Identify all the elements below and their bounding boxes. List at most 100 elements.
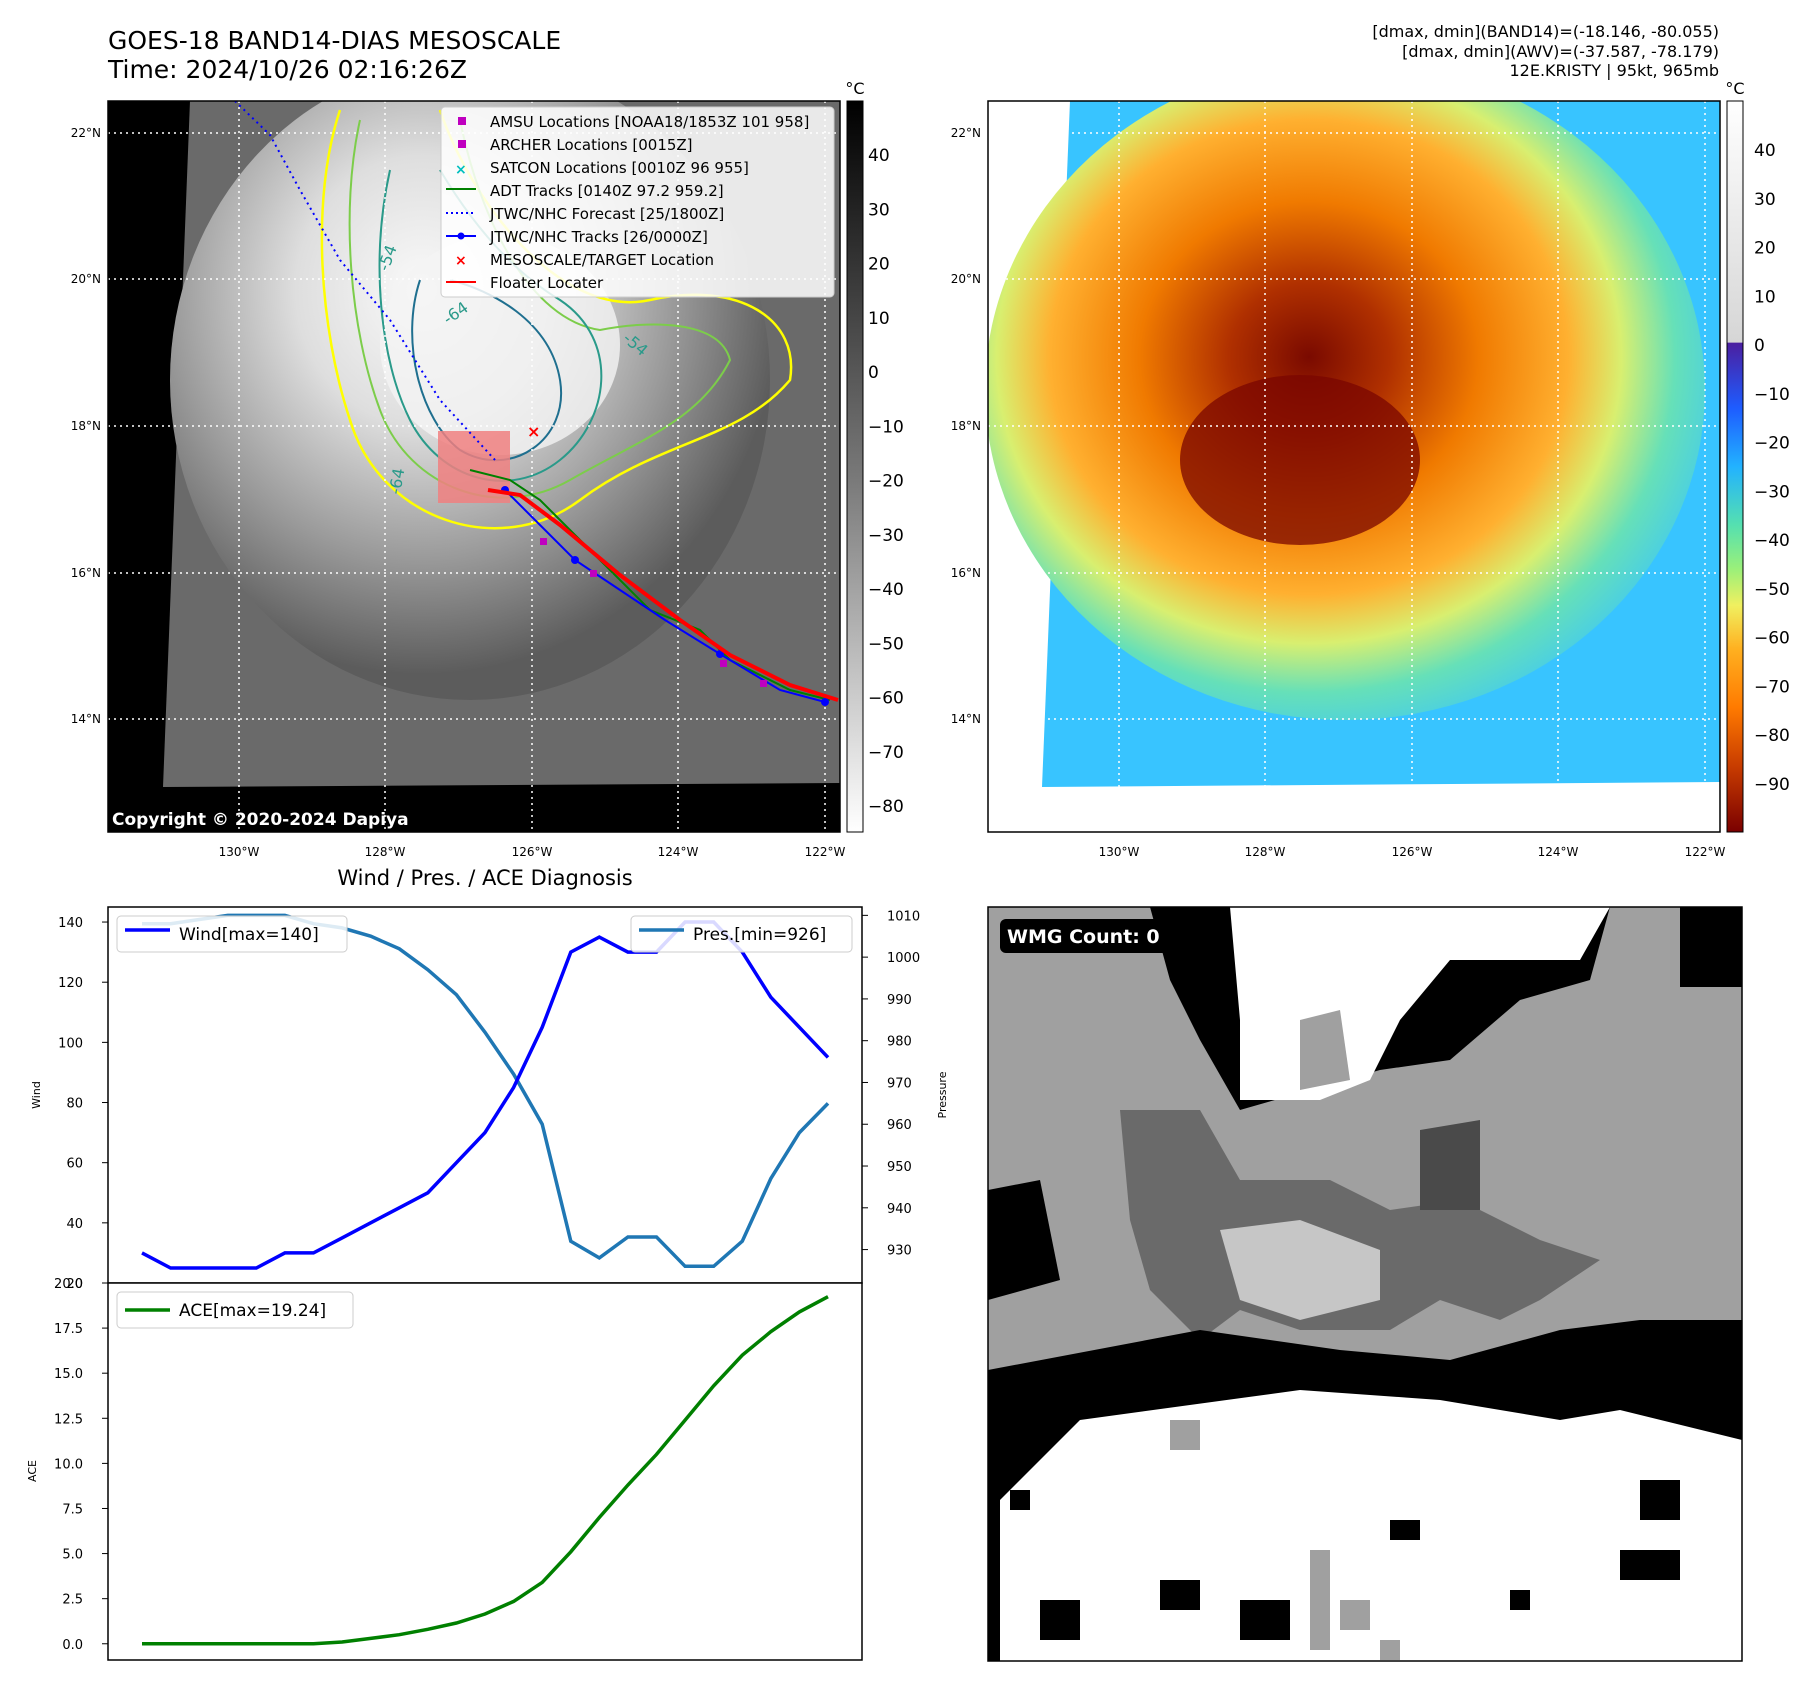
pressure-tick-label: 930: [887, 1244, 912, 1259]
wmg-white-region-bottom: [1000, 1390, 1742, 1661]
color-colorbar-tick-label: −70: [1754, 677, 1790, 697]
ace-legend: ACE[max=19.24]: [116, 1291, 354, 1329]
pressure-tick-label: 990: [887, 993, 912, 1008]
contour-green: [348, 119, 732, 499]
pressure-tick-label: 980: [887, 1035, 912, 1050]
legend-label-satcon: SATCON Locations [0010Z 96 955]: [490, 159, 749, 177]
floater-track: [487, 488, 839, 702]
lat-label-22: 22°N: [71, 126, 101, 140]
color-colorbar-tick-label: −40: [1754, 531, 1790, 551]
wmg-frame: [987, 906, 1743, 1662]
wind-tick-label: 40: [66, 1217, 83, 1232]
gray-colorbar-unit: °C: [845, 79, 864, 98]
color-colorbar-tick-label: −30: [1754, 482, 1790, 502]
pressure-legend-label: Pres.[min=926]: [693, 925, 826, 945]
gray-colorbar-tick-label: 30: [868, 200, 890, 220]
color-colorbar-unit: °C: [1725, 79, 1744, 98]
wind-axis-ticks: 140 120 100 80 60 40 20: [58, 916, 108, 1292]
legend-marker-amsu: [458, 117, 466, 125]
pressure-tick-label: 970: [887, 1076, 912, 1091]
storm-info: [dmax, dmin](BAND14)=(-18.146, -80.055) …: [1372, 22, 1719, 81]
pressure-tick-label: 960: [887, 1118, 912, 1133]
title-line-1: GOES-18 BAND14-DIAS MESOSCALE: [108, 26, 562, 55]
legend-marker-target: ×: [455, 253, 467, 269]
wind-tick-label: 20: [66, 1277, 83, 1292]
color-lat-label-22: 22°N: [951, 126, 981, 140]
target-x-marker: ×: [527, 422, 540, 441]
wind-legend-box: [116, 915, 348, 953]
legend-label-adt: ADT Tracks [0140Z 97.2 959.2]: [490, 182, 724, 200]
gray-colorbar-tick-label: −10: [868, 417, 904, 437]
color-colorbar-tick-label: −50: [1754, 580, 1790, 600]
copyright-text: Copyright © 2020-2024 Dapiya: [112, 810, 409, 830]
pressure-axis-ticks: 1010 1000 990 980 970 960 950 940 930: [862, 909, 920, 1259]
ace-tick-label: 2.5: [62, 1593, 83, 1608]
pressure-tick-label: 940: [887, 1202, 912, 1217]
color-lat-label-18: 18°N: [951, 419, 981, 433]
gray-colorbar-tick-label: 20: [868, 255, 890, 275]
info-line-2: [dmax, dmin](AWV)=(-37.587, -78.179): [1402, 41, 1719, 61]
color-colorbar-tick-label: 0: [1754, 336, 1765, 356]
gray-colorbar-tick-label: 40: [868, 146, 890, 166]
color-colorbar-tick-label: −10: [1754, 385, 1790, 405]
ace-tick-label: 20.0: [54, 1277, 83, 1292]
ace-axis-label: ACE: [26, 1460, 39, 1482]
ir-map-lat-labels: 22°N 20°N 18°N 16°N 14°N: [71, 126, 101, 726]
color-colorbar-tick-label: 30: [1754, 190, 1776, 210]
gray-colorbar: °C 40 30 20 10 0 −10 −20 −30 −40 −50 −60 −70 −80: [845, 79, 904, 833]
color-colorbar-tick-label: −60: [1754, 629, 1790, 649]
color-map-gridlines: [988, 101, 1720, 832]
color-lon-label-130: 130°W: [1099, 845, 1140, 859]
color-lat-label-14: 14°N: [951, 712, 981, 726]
legend-label-archer: ARCHER Locations [0015Z]: [490, 136, 693, 154]
info-line-1: [dmax, dmin](BAND14)=(-18.146, -80.055): [1372, 22, 1719, 41]
color-colorbar-tick-label: −90: [1754, 775, 1790, 795]
wmg-black-left: [988, 1180, 1060, 1300]
ace-tick-label: 10.0: [54, 1457, 83, 1472]
lat-label-18: 18°N: [71, 419, 101, 433]
wind-tick-label: 80: [66, 1097, 83, 1112]
color-colorbar-tick-label: 10: [1754, 287, 1776, 307]
wmg-black-corner: [1680, 907, 1742, 987]
legend-marker-satcon: ×: [455, 162, 467, 178]
wmg-gray-speckles: [1170, 1420, 1400, 1660]
wind-tick-label: 60: [66, 1157, 83, 1172]
gray-colorbar-tick-label: −70: [868, 743, 904, 763]
legend-label-amsu: AMSU Locations [NOAA18/1853Z 101 958]: [490, 113, 809, 131]
lat-label-20: 20°N: [71, 272, 101, 286]
legend-label-floater: Floater Locater: [490, 274, 604, 292]
contour-label-4: -64: [385, 467, 408, 496]
color-map-frame: [987, 100, 1721, 833]
wmg-gray-patch-top: [1300, 1010, 1350, 1090]
forecast-track: [234, 101, 496, 461]
contour-yellow: [320, 109, 793, 530]
ace-legend-box: [116, 1291, 354, 1329]
ace-series-line: [142, 1295, 829, 1646]
lon-label-128: 128°W: [365, 845, 406, 859]
wind-legend: Wind[max=140]: [116, 915, 348, 953]
contour-blue: [411, 279, 563, 462]
map-title: GOES-18 BAND14-DIAS MESOSCALE Time: 2024…: [108, 26, 561, 84]
ace-axis-ticks: 20.0 17.5 15.0 12.5 10.0 7.5 5.0 2.5 0.0: [54, 1277, 108, 1653]
color-colorbar: °C 40 30 20 10 0 −10 −20 −30 −40 −50 −60 −70 −80 −90: [1725, 79, 1790, 833]
gray-colorbar-tick-label: 0: [868, 363, 879, 383]
wind-axis-label: Wind: [30, 1081, 43, 1109]
color-colorbar-scale: [1726, 100, 1744, 833]
color-lon-label-122: 122°W: [1685, 845, 1726, 859]
pressure-tick-label: 950: [887, 1160, 912, 1175]
map-legend: × × AMSU Locations [NOAA18/1853Z 101 958…: [440, 106, 835, 298]
legend-label-target: MESOSCALE/TARGET Location: [490, 251, 714, 269]
color-lon-label-128: 128°W: [1245, 845, 1286, 859]
ace-plot-frame: [107, 1282, 863, 1661]
wmg-dark-patch: [1420, 1120, 1480, 1210]
ace-tick-label: 12.5: [54, 1412, 83, 1427]
info-line-3: 12E.KRISTY | 95kt, 965mb: [1509, 61, 1720, 80]
gray-colorbar-tick-label: 10: [868, 309, 890, 329]
color-lat-label-16: 16°N: [951, 566, 981, 580]
gray-colorbar-tick-label: −40: [868, 580, 904, 600]
wind-tick-label: 140: [58, 916, 83, 931]
ace-tick-label: 5.0: [62, 1548, 83, 1563]
lon-label-122: 122°W: [805, 845, 846, 859]
gray-colorbar-tick-label: −20: [868, 472, 904, 492]
